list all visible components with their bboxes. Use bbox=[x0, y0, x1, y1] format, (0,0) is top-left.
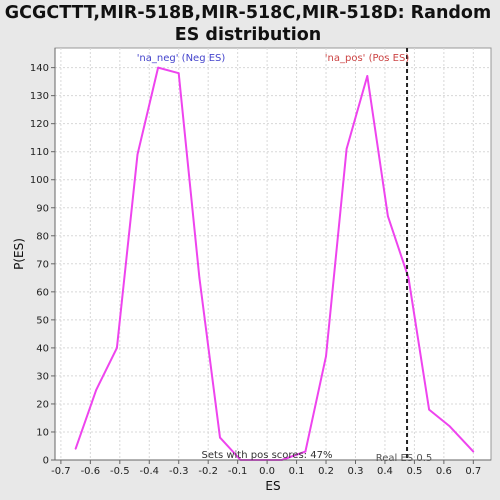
x-tick-label: -0.5 bbox=[110, 466, 130, 477]
pos-es-label: 'na_pos' (Pos ES) bbox=[325, 53, 410, 64]
y-tick-label: 80 bbox=[36, 231, 49, 242]
x-tick-label: 0.6 bbox=[436, 466, 452, 477]
real-es-label: Real ES 0.5 bbox=[376, 453, 432, 464]
x-tick-label: -0.3 bbox=[169, 466, 189, 477]
y-tick-label: 100 bbox=[30, 175, 49, 186]
pos-scores-text: Sets with pos scores: 47% bbox=[202, 450, 333, 461]
x-tick-label: 0.4 bbox=[377, 466, 393, 477]
es-density-point bbox=[472, 450, 475, 453]
es-density-point bbox=[407, 276, 410, 279]
x-tick-label: -0.6 bbox=[81, 466, 101, 477]
es-density-point bbox=[386, 215, 389, 218]
y-axis-label: P(ES) bbox=[12, 238, 26, 270]
y-tick-label: 0 bbox=[43, 456, 49, 467]
x-axis-label: ES bbox=[265, 479, 280, 493]
y-tick-label: 70 bbox=[36, 259, 49, 270]
es-density-point bbox=[198, 276, 201, 279]
x-tick-label: 0.3 bbox=[348, 466, 364, 477]
x-tick-label: 0.0 bbox=[259, 466, 275, 477]
y-tick-label: 30 bbox=[36, 371, 49, 382]
x-tick-label: -0.4 bbox=[140, 466, 160, 477]
es-density-point bbox=[345, 147, 348, 150]
y-tick-label: 140 bbox=[30, 63, 49, 74]
es-density-point bbox=[304, 450, 307, 453]
y-tick-label: 120 bbox=[30, 119, 49, 130]
x-tick-label: 0.7 bbox=[465, 466, 481, 477]
x-tick-label: -0.2 bbox=[198, 466, 218, 477]
x-tick-label: 0.2 bbox=[318, 466, 334, 477]
es-density-point bbox=[428, 408, 431, 411]
es-density-point bbox=[74, 447, 77, 450]
y-tick-label: 50 bbox=[36, 315, 49, 326]
y-tick-label: 10 bbox=[36, 427, 49, 438]
es-density-point bbox=[366, 75, 369, 77]
es-density-point bbox=[448, 425, 451, 428]
y-tick-label: 60 bbox=[36, 287, 49, 298]
es-density-point bbox=[136, 153, 139, 156]
plot-area bbox=[54, 47, 492, 461]
y-tick-label: 130 bbox=[30, 91, 49, 102]
y-tick-label: 20 bbox=[36, 399, 49, 410]
es-density-point bbox=[115, 346, 118, 349]
x-tick-label: 0.1 bbox=[289, 466, 305, 477]
neg-es-label: 'na_neg' (Neg ES) bbox=[137, 53, 226, 64]
x-tick-label: 0.5 bbox=[406, 466, 422, 477]
es-density-point bbox=[325, 355, 327, 358]
axes: -0.7 -0.6 -0.5 -0.4 -0.3 -0.2 -0.1 0.0 0.1 0.2 0.3… bbox=[30, 48, 491, 477]
x-tick-label: -0.7 bbox=[51, 466, 71, 477]
x-tick-label: -0.1 bbox=[228, 466, 248, 477]
y-tick-label: 40 bbox=[36, 343, 49, 354]
es-density-point bbox=[219, 436, 221, 439]
chart-title-line-2: ES distribution bbox=[175, 25, 321, 45]
es-density-point bbox=[177, 72, 180, 75]
y-tick-label: 90 bbox=[36, 203, 49, 214]
chart-title-line-1: GCGCTTT,MIR-518B,MIR-518C,MIR-518D: Rand… bbox=[5, 3, 491, 23]
es-density-point bbox=[95, 389, 98, 391]
es-density-point bbox=[157, 66, 160, 69]
y-tick-label: 110 bbox=[30, 147, 49, 158]
